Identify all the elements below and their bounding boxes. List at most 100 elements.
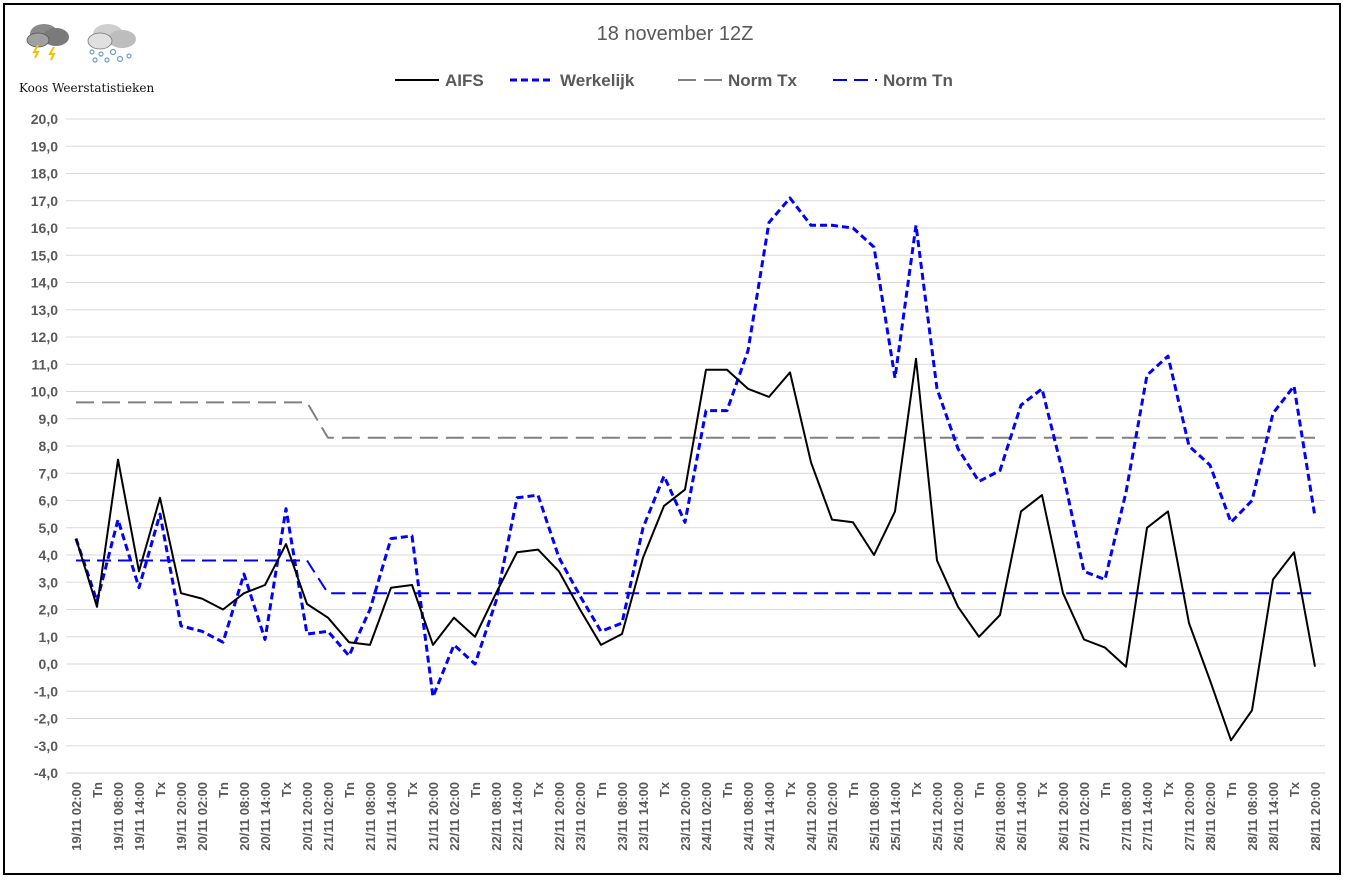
legend-label: Norm Tx bbox=[728, 71, 798, 90]
chart-border bbox=[3, 3, 1341, 875]
x-tick-label: Tx bbox=[1287, 781, 1302, 797]
y-tick-label: 2,0 bbox=[39, 602, 59, 618]
x-tick-label: 23/11 08:00 bbox=[615, 782, 630, 851]
y-tick-label: 12,0 bbox=[31, 329, 58, 345]
series-norm-tn bbox=[75, 559, 1316, 595]
x-tick-label: 27/11 08:00 bbox=[1119, 782, 1134, 851]
logo-icons bbox=[26, 24, 136, 63]
series-line bbox=[75, 357, 1316, 742]
x-tick-label: 24/11 14:00 bbox=[762, 782, 777, 851]
y-tick-label: 8,0 bbox=[39, 438, 59, 454]
legend-item: Norm Tn bbox=[833, 71, 953, 90]
x-tick-label: 25/11 02:00 bbox=[825, 782, 840, 851]
x-tick-label: 21/11 08:00 bbox=[363, 782, 378, 851]
x-tick-label: 22/11 08:00 bbox=[489, 782, 504, 851]
x-tick-label: 24/11 20:00 bbox=[804, 782, 819, 851]
x-tick-label: 25/11 20:00 bbox=[930, 782, 945, 851]
x-tick-label: 27/11 14:00 bbox=[1140, 782, 1155, 851]
x-tick-label: Tn bbox=[342, 782, 357, 798]
x-tick-label: 26/11 02:00 bbox=[951, 782, 966, 851]
series-werkelijk bbox=[74, 196, 1317, 699]
y-tick-label: 9,0 bbox=[39, 411, 59, 427]
legend-item: Werkelijk bbox=[510, 71, 635, 90]
snow-cloud-icon bbox=[87, 24, 136, 63]
y-tick-label: 14,0 bbox=[31, 275, 58, 291]
x-tick-label: 28/11 02:00 bbox=[1203, 782, 1218, 851]
y-tick-label: 1,0 bbox=[39, 629, 59, 645]
series-line bbox=[74, 196, 1317, 699]
y-tick-label: 16,0 bbox=[31, 220, 58, 236]
y-tick-label: 0,0 bbox=[39, 656, 59, 672]
y-tick-label: -2,0 bbox=[34, 711, 58, 727]
x-tick-label: 28/11 14:00 bbox=[1266, 782, 1281, 851]
y-tick-label: 13,0 bbox=[31, 302, 58, 318]
y-tick-label: 18,0 bbox=[31, 166, 58, 182]
x-tick-label: Tn bbox=[216, 782, 231, 798]
x-tick-label: 20/11 02:00 bbox=[195, 782, 210, 851]
x-tick-label: Tx bbox=[909, 781, 924, 797]
x-tick-label: 24/11 08:00 bbox=[741, 782, 756, 851]
y-tick-label: 4,0 bbox=[39, 547, 59, 563]
x-tick-label: Tx bbox=[1035, 781, 1050, 797]
gridlines bbox=[66, 118, 1325, 774]
x-tick-label: Tn bbox=[972, 782, 987, 798]
chart-title: 18 november 12Z bbox=[597, 23, 754, 45]
y-tick-label: 7,0 bbox=[39, 465, 59, 481]
series-line bbox=[76, 401, 1315, 439]
series-norm-tx bbox=[75, 401, 1316, 439]
legend-label: AIFS bbox=[445, 71, 484, 90]
x-tick-label: Tx bbox=[783, 781, 798, 797]
x-tick-label: 20/11 08:00 bbox=[237, 782, 252, 851]
x-tick-label: 19/11 14:00 bbox=[132, 782, 147, 851]
x-tick-label: Tn bbox=[1224, 782, 1239, 798]
legend-item: AIFS bbox=[395, 71, 484, 90]
thunderstorm-cloud-icon bbox=[26, 24, 69, 61]
x-tick-label: Tx bbox=[531, 781, 546, 797]
x-tick-label: 28/11 08:00 bbox=[1245, 782, 1260, 851]
x-tick-label: 25/11 14:00 bbox=[888, 782, 903, 851]
legend-label: Norm Tn bbox=[883, 71, 953, 90]
x-tick-label: 26/11 14:00 bbox=[1014, 782, 1029, 851]
series-aifs bbox=[75, 357, 1316, 742]
x-tick-label: 23/11 02:00 bbox=[573, 782, 588, 851]
y-tick-label: 6,0 bbox=[39, 493, 59, 509]
x-tick-label: 27/11 20:00 bbox=[1182, 782, 1197, 851]
series-line bbox=[76, 559, 1315, 595]
x-tick-label: Tn bbox=[594, 782, 609, 798]
x-tick-label: Tx bbox=[657, 781, 672, 797]
x-tick-label: 22/11 02:00 bbox=[447, 782, 462, 851]
x-axis-ticks: 19/11 02:00 Tn 19/11 08:00 19/11 14:00 Tx 19/… bbox=[69, 781, 1323, 850]
legend-label: Werkelijk bbox=[560, 71, 635, 90]
y-tick-label: 5,0 bbox=[39, 520, 59, 536]
y-tick-label: 10,0 bbox=[31, 384, 58, 400]
x-tick-label: 22/11 14:00 bbox=[510, 782, 525, 851]
y-tick-label: -3,0 bbox=[34, 738, 58, 754]
x-tick-label: Tx bbox=[1161, 781, 1176, 797]
x-tick-label: 20/11 20:00 bbox=[300, 782, 315, 851]
x-tick-label: 22/11 20:00 bbox=[552, 782, 567, 851]
y-tick-label: -1,0 bbox=[34, 683, 58, 699]
x-tick-label: Tx bbox=[405, 781, 420, 797]
y-tick-label: -4,0 bbox=[34, 765, 58, 781]
x-tick-label: Tn bbox=[720, 782, 735, 798]
x-tick-label: 26/11 20:00 bbox=[1056, 782, 1071, 851]
x-tick-label: Tn bbox=[1098, 782, 1113, 798]
x-tick-label: 20/11 14:00 bbox=[258, 782, 273, 851]
x-tick-label: 21/11 02:00 bbox=[321, 782, 336, 851]
x-tick-label: Tn bbox=[90, 782, 105, 798]
x-tick-label: 28/11 20:00 bbox=[1308, 782, 1323, 851]
x-tick-label: 27/11 02:00 bbox=[1077, 782, 1092, 851]
series-lines bbox=[74, 196, 1317, 742]
x-tick-label: 26/11 08:00 bbox=[993, 782, 1008, 851]
x-tick-label: 21/11 14:00 bbox=[384, 782, 399, 851]
x-tick-label: 21/11 20:00 bbox=[426, 782, 441, 851]
x-tick-label: 23/11 14:00 bbox=[636, 782, 651, 851]
y-tick-label: 15,0 bbox=[31, 247, 58, 263]
x-tick-label: 19/11 20:00 bbox=[174, 782, 189, 851]
x-tick-label: Tn bbox=[468, 782, 483, 798]
y-tick-label: 19,0 bbox=[31, 138, 58, 154]
legend: AIFS Werkelijk Norm Tx Norm Tn bbox=[395, 71, 953, 90]
x-tick-label: 19/11 08:00 bbox=[111, 782, 126, 851]
